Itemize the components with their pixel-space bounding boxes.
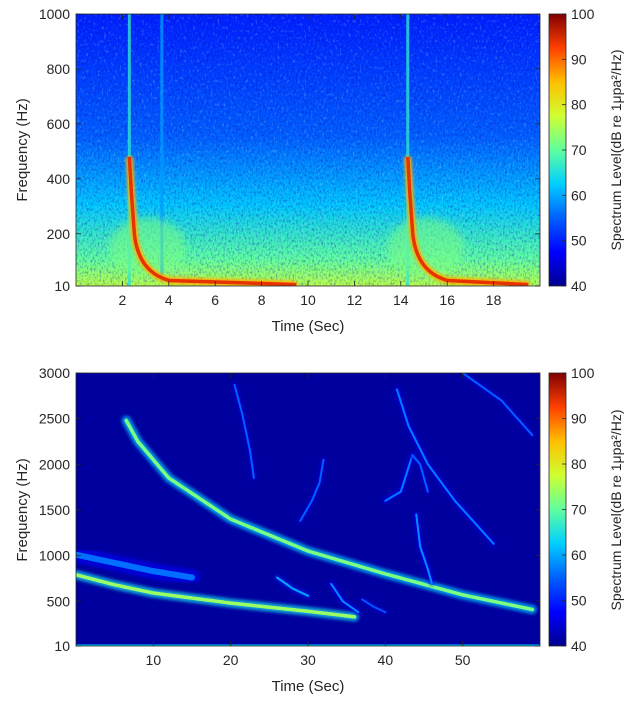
bottom-track-line-34 [330,582,360,614]
bottom-y-tick-label: 1000 [39,548,70,564]
bottom-track-upper-right-sweep [461,373,534,437]
top-x-tick-label: 16 [439,292,455,308]
bottom-colorbar-ticks: 40 50 60 70 80 90 100 [562,365,595,654]
bottom-colorbar-tick-label: 80 [571,456,587,472]
bottom-track-upper-sweep [124,418,535,612]
top-heatmap-events [109,14,529,286]
bottom-track-arc-21 [233,383,255,479]
top-colorbar-tick-label: 40 [571,278,587,294]
bottom-track-line-29 [276,576,309,597]
bottom-colorbar-tick-label: 40 [571,638,587,654]
top-colorbar-ticks: 40 50 60 70 80 90 100 [562,6,595,294]
top-x-tick-label: 14 [393,292,409,308]
top-colorbar: 40 50 60 70 80 90 100 Spectrum Level(dB re 1μp… [548,6,624,294]
top-plot-area [76,14,540,286]
top-x-tick-label: 10 [300,292,316,308]
top-y-tick-label: 400 [47,171,71,187]
bottom-track-line-37 [361,598,387,614]
top-x-tick-label: 12 [347,292,363,308]
top-colorbar-tick-label: 50 [571,233,587,249]
bottom-y-axis-label: Frequency (Hz) [14,458,31,561]
top-sweep-curve [406,156,529,286]
top-x-tick-label: 8 [258,292,266,308]
top-x-tick-label: 2 [119,292,127,308]
bottom-colorbar-tick-label: 70 [571,502,587,518]
top-colorbar-tick-label: 100 [571,6,595,22]
top-y-ticks: 10 200 400 600 800 1000 [39,6,540,294]
bottom-track-v-shape-right [411,454,429,493]
top-colorbar-tick-label: 80 [571,97,587,113]
bottom-y-tick-label: 3000 [39,365,70,381]
bottom-y-tick-label: 10 [54,638,70,654]
bottom-track-broad-band [76,551,195,581]
bottom-spectrogram: 10 20 30 40 50 10 500 1000 1500 2000 2500 3000 Tim… [14,365,624,695]
bottom-track-lower-sweep [76,573,357,619]
bottom-colorbar-tick-label: 60 [571,547,587,563]
bottom-x-tick-label: 10 [146,652,162,668]
bottom-x-tick-label: 50 [455,652,471,668]
bottom-x-axis-label: Time (Sec) [272,678,345,695]
bottom-x-tick-label: 30 [300,652,316,668]
bottom-x-tick-label: 20 [223,652,239,668]
bottom-colorbar-label: Spectrum Level(dB re 1μpa²/Hz) [608,409,624,610]
top-colorbar-tick-label: 70 [571,142,587,158]
top-x-axis-label: Time (Sec) [272,318,345,335]
bottom-y-tick-label: 2000 [39,456,70,472]
top-y-tick-label: 200 [47,226,71,242]
bottom-y-ticks: 10 500 1000 1500 2000 2500 3000 [39,365,540,654]
top-x-tick-label: 6 [211,292,219,308]
bottom-y-tick-label: 500 [47,593,71,609]
top-y-tick-label: 800 [47,61,71,77]
bottom-colorbar-tick-label: 50 [571,593,587,609]
bottom-track-arc-42 [395,388,495,545]
top-sweep-halo [387,217,464,278]
bottom-y-tick-label: 2500 [39,411,70,427]
top-sweep-halo [109,217,186,278]
bottom-colorbar-tick-label: 100 [571,365,595,381]
top-y-tick-label: 1000 [39,6,70,22]
bottom-y-tick-label: 1500 [39,502,70,518]
bottom-track-arc-31 [299,458,325,522]
top-colorbar-tick-label: 90 [571,51,587,67]
top-spectrogram: 2 4 6 8 10 12 14 16 18 10 200 400 600 800 1000 Time (… [14,6,624,335]
bottom-track-descending-43 [415,513,433,584]
top-y-tick-label: 10 [54,278,70,294]
top-colorbar-tick-label: 60 [571,187,587,203]
bottom-colorbar-tick-label: 90 [571,411,587,427]
top-y-tick-label: 600 [47,116,71,132]
top-x-tick-label: 4 [165,292,173,308]
top-sweep-curve [127,156,297,286]
top-x-tick-label: 18 [486,292,502,308]
bottom-plot-area [76,373,540,646]
bottom-track-v-shape-left [384,454,414,502]
top-colorbar-label: Spectrum Level(dB re 1μpa²/Hz) [608,49,624,250]
bottom-x-ticks: 10 20 30 40 50 [146,373,471,668]
bottom-x-tick-label: 40 [378,652,394,668]
top-y-axis-label: Frequency (Hz) [14,98,31,201]
top-x-ticks: 2 4 6 8 10 12 14 16 18 [119,14,502,308]
bottom-colorbar: 40 50 60 70 80 90 100 Spectrum Level(dB re 1μp… [548,365,624,654]
